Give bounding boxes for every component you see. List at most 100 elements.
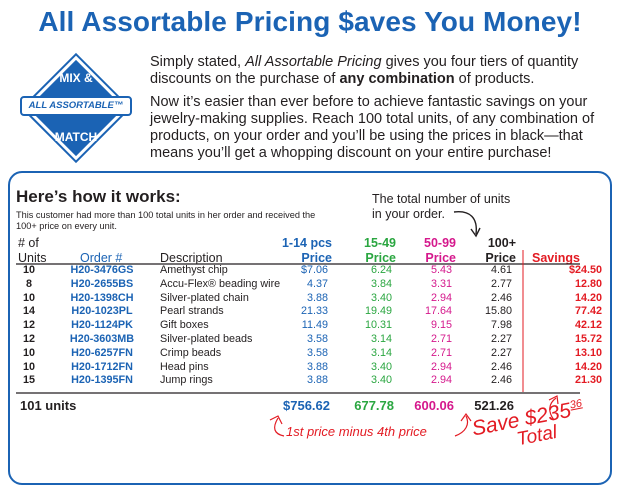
header-price-4-line2: Price bbox=[485, 251, 516, 265]
header-price-2-line1: 15-49 bbox=[364, 236, 396, 250]
total-units: 101 units bbox=[20, 398, 77, 413]
cell-units: 8 bbox=[25, 277, 32, 290]
cell-units: 10 bbox=[22, 291, 35, 304]
header-price-3-line1: 50-99 bbox=[424, 236, 456, 250]
cell-order: H20-1023PL bbox=[71, 305, 133, 318]
intro-text: Simply stated, All Assortable Pricing gi… bbox=[150, 54, 600, 168]
cell-price-3: 17.64 bbox=[424, 305, 452, 318]
cell-price-2: 3.14 bbox=[370, 332, 392, 345]
cell-price-2: 3.40 bbox=[370, 291, 392, 304]
cell-order: H20-1124PK bbox=[71, 319, 133, 332]
total-price-4: 521.26 bbox=[474, 398, 514, 413]
header-savings: Savings bbox=[532, 251, 580, 265]
mix-match-badge: MIX & ALL ASSORTABLE™ MATCH bbox=[20, 52, 132, 164]
cell-desc: Accu-Flex® beading wire bbox=[160, 277, 281, 290]
cell-price-4: 2.46 bbox=[490, 360, 512, 373]
cell-price-4: 2.77 bbox=[490, 277, 512, 290]
cell-price-2: 3.14 bbox=[370, 346, 392, 359]
cell-savings: 77.42 bbox=[574, 305, 602, 318]
cell-units: 14 bbox=[22, 305, 35, 318]
intro-p1-strong: any combination bbox=[339, 71, 455, 87]
header-price-1-line1: 1-14 pcs bbox=[281, 236, 332, 250]
cell-desc: Gift boxes bbox=[160, 319, 209, 332]
badge-top-text: MIX & bbox=[59, 71, 93, 85]
how-note: This customer had more than 100 total un… bbox=[16, 210, 316, 231]
cell-desc: Jump rings bbox=[160, 374, 213, 387]
cell-units: 10 bbox=[22, 346, 35, 359]
header-price-2-line2: Price bbox=[365, 251, 396, 265]
cell-desc: Head pins bbox=[160, 360, 209, 373]
table-row: 12 H20-3603MB Silver-plated beads 3.58 3.14 2… bbox=[14, 332, 602, 347]
cell-savings: 21.30 bbox=[574, 374, 602, 387]
cell-order: H20-2655BS bbox=[70, 277, 134, 290]
cell-price-3: 3.31 bbox=[430, 277, 452, 290]
intro-p1-a: Simply stated, bbox=[150, 54, 246, 70]
badge-banner: ALL ASSORTABLE™ bbox=[20, 96, 132, 116]
cell-price-2: 3.40 bbox=[370, 374, 392, 387]
cell-desc: Crimp beads bbox=[160, 346, 222, 359]
cell-savings: $24.50 bbox=[568, 264, 602, 276]
cell-units: 15 bbox=[22, 374, 35, 387]
cell-desc: Silver-plated chain bbox=[160, 291, 249, 304]
intro-paragraph-1: Simply stated, All Assortable Pricing gi… bbox=[150, 54, 600, 88]
total-price-2: 677.78 bbox=[354, 398, 394, 413]
intro-p1-em: All Assortable Pricing bbox=[245, 54, 382, 70]
cell-price-3: 2.94 bbox=[430, 291, 452, 304]
header-price-1-line2: Price bbox=[301, 251, 332, 265]
cell-savings: 12.80 bbox=[574, 277, 602, 290]
cell-order: H20-1395FN bbox=[71, 374, 133, 387]
table-row: 10 H20-1398CH Silver-plated chain 3.88 3.40 2… bbox=[14, 291, 602, 306]
cell-order: H20-6257FN bbox=[71, 346, 133, 359]
header-price-4: 100+ Price bbox=[466, 236, 516, 266]
cell-savings: 13.10 bbox=[574, 346, 602, 359]
cell-price-1: 3.88 bbox=[306, 360, 328, 373]
totals-row: 101 units $756.62 677.78 600.06 521.26 bbox=[14, 398, 574, 414]
cell-order: H20-1398CH bbox=[70, 291, 134, 304]
cell-price-1: 11.49 bbox=[301, 319, 328, 332]
cell-desc: Silver-plated beads bbox=[160, 332, 253, 345]
cell-price-2: 3.84 bbox=[370, 277, 392, 290]
total-price-1: $756.62 bbox=[283, 398, 330, 413]
header-price-3-line2: Price bbox=[425, 251, 456, 265]
table-row: 12 H20-1124PK Gift boxes 11.49 10.31 9.15 7.98… bbox=[14, 319, 602, 333]
cell-price-2: 10.31 bbox=[364, 319, 392, 332]
cell-price-1: $7.06 bbox=[300, 264, 328, 276]
intro-p1-b: gives you four tiers of quantity discoun… bbox=[150, 54, 579, 87]
cell-units: 10 bbox=[22, 360, 35, 373]
header-units-line1: # of bbox=[18, 236, 39, 250]
cell-price-2: 3.40 bbox=[370, 360, 392, 373]
cell-savings: 14.20 bbox=[574, 360, 602, 373]
table-row: 15 H20-1395FN Jump rings 3.88 3.40 2.94 2.46 21… bbox=[14, 374, 602, 388]
header-price-3: 50-99 Price bbox=[406, 236, 456, 266]
header-order: Order # bbox=[80, 251, 123, 265]
cell-savings: 42.12 bbox=[574, 319, 602, 332]
intro-paragraph-2: Now it’s easier than ever before to achi… bbox=[150, 94, 595, 161]
cell-price-4: 4.61 bbox=[490, 264, 512, 276]
cell-desc: Amethyst chip bbox=[160, 264, 228, 276]
how-it-works-panel bbox=[8, 171, 612, 485]
intro-p1-c: of products. bbox=[454, 71, 535, 87]
table-row: 10 H20-6257FN Crimp beads 3.58 3.14 2.71 2.27 1… bbox=[14, 346, 602, 361]
cell-savings: 14.20 bbox=[574, 291, 602, 304]
cell-price-3: 2.94 bbox=[430, 360, 452, 373]
cell-price-4: 2.46 bbox=[490, 374, 512, 387]
curved-arrow-icon bbox=[453, 211, 481, 238]
table-row: 8 H20-2655BS Accu-Flex® beading wire 4.37 3.… bbox=[14, 277, 602, 292]
header-description: Description bbox=[160, 251, 223, 265]
table-row: 10 H20-1712FN Head pins 3.88 3.40 2.94 2.46 14.… bbox=[14, 360, 602, 375]
cell-price-1: 3.58 bbox=[306, 346, 328, 359]
total-units-note: The total number of units in your order. bbox=[372, 192, 511, 221]
pricing-table: 10 H20-3476GS Amethyst chip $7.06 6.24 5.43 4.… bbox=[14, 264, 602, 388]
cell-order: H20-1712FN bbox=[71, 360, 133, 373]
cell-price-4: 2.27 bbox=[490, 346, 512, 359]
cell-price-3: 2.94 bbox=[430, 374, 452, 387]
cell-desc: Pearl strands bbox=[160, 305, 224, 318]
price-difference-note: 1st price minus 4th price bbox=[286, 424, 427, 439]
cell-price-3: 5.43 bbox=[430, 264, 452, 276]
cell-price-1: 3.88 bbox=[306, 374, 328, 387]
header-units: # of Units bbox=[18, 236, 46, 266]
cell-price-2: 19.49 bbox=[364, 305, 392, 318]
cell-price-1: 4.37 bbox=[306, 277, 328, 290]
cell-order: H20-3603MB bbox=[69, 332, 135, 345]
headline: All Assortable Pricing $aves You Money! bbox=[38, 6, 582, 37]
